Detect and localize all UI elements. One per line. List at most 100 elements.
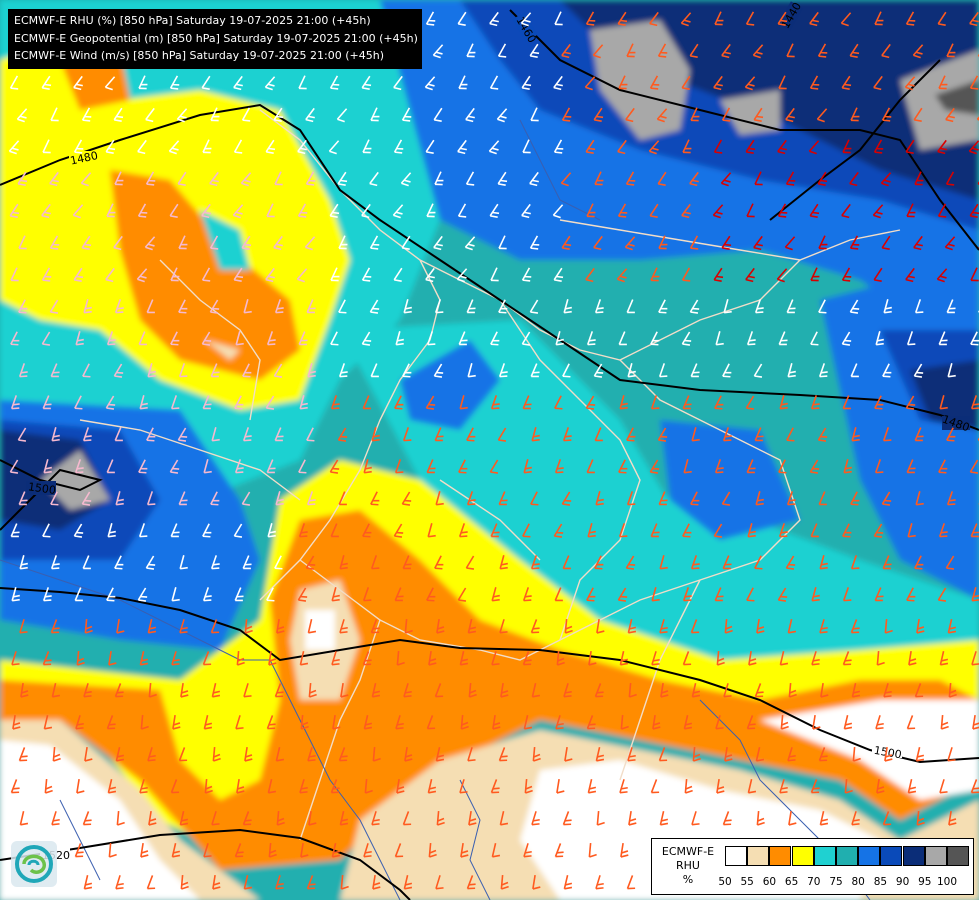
- wind-barb: [241, 491, 251, 506]
- wind-barb: [627, 747, 636, 762]
- wind-barb: [659, 810, 669, 826]
- wind-barb: [617, 11, 628, 26]
- contour-1480: [0, 103, 979, 431]
- wind-barb: [457, 11, 467, 26]
- wind-barb: [849, 171, 859, 187]
- wind-barb: [592, 44, 604, 59]
- wind-barb: [938, 523, 948, 538]
- wind-barb: [396, 778, 405, 794]
- wind-barb: [809, 459, 820, 474]
- wind-barb: [532, 874, 541, 890]
- wind-barb: [273, 235, 283, 251]
- wind-barb: [140, 714, 149, 730]
- wind-barb: [426, 331, 436, 346]
- wind-barb: [394, 843, 404, 858]
- wind-barb: [428, 842, 437, 858]
- wind-barb: [75, 331, 84, 346]
- wind-barb: [10, 395, 20, 410]
- wind-barb: [371, 427, 380, 442]
- wind-barb: [233, 523, 243, 538]
- wind-barb: [457, 139, 467, 155]
- wind-barb: [690, 107, 700, 122]
- wind-barb: [169, 459, 180, 474]
- wind-barb: [937, 11, 947, 26]
- legend-title-model: ECMWF-E: [661, 845, 715, 858]
- wind-barb: [498, 491, 508, 506]
- wind-barb: [115, 746, 125, 762]
- wind-barb: [684, 778, 693, 794]
- wind-barb: [746, 715, 756, 730]
- legend-swatch: [902, 846, 925, 866]
- wind-barb: [201, 75, 211, 90]
- wind-barb: [106, 459, 115, 474]
- wind-barb: [104, 76, 116, 91]
- wind-barb: [650, 331, 660, 346]
- wind-barb: [745, 11, 755, 26]
- wind-barb: [491, 587, 500, 602]
- wind-barb: [459, 650, 469, 666]
- wind-barb: [531, 682, 541, 698]
- wind-barb: [587, 523, 596, 538]
- wind-barb: [308, 682, 317, 698]
- wind-barb: [330, 395, 340, 410]
- wind-barb: [882, 555, 892, 570]
- wind-barb: [50, 555, 60, 570]
- wind-barb: [107, 778, 117, 794]
- wind-barb: [689, 171, 699, 187]
- wind-barb: [297, 139, 307, 155]
- header-line-rhu: ECMWF-E RHU (%) [850 hPa] Saturday 19-07…: [14, 14, 371, 27]
- wind-barb: [818, 363, 828, 378]
- wind-barb: [105, 139, 116, 154]
- wind-barb: [176, 108, 188, 123]
- wind-barb: [906, 715, 916, 730]
- wind-barb: [433, 107, 443, 122]
- wind-barb: [307, 618, 317, 634]
- wind-barb: [467, 618, 477, 634]
- wind-barb: [906, 587, 916, 602]
- wind-barb: [968, 140, 979, 155]
- wind-barb: [554, 843, 564, 858]
- wind-barb: [266, 459, 276, 474]
- wind-barb: [19, 555, 28, 570]
- wind-barb: [779, 779, 788, 794]
- wind-barb: [51, 682, 61, 698]
- wind-barb: [619, 779, 628, 794]
- wind-barb: [723, 683, 732, 698]
- wind-barb: [945, 555, 955, 570]
- wind-barb: [914, 555, 924, 570]
- wind-barb: [875, 715, 884, 730]
- wind-barb: [299, 779, 308, 794]
- wind-barb: [752, 44, 764, 59]
- wind-barb: [490, 779, 500, 794]
- wind-barb: [872, 204, 884, 219]
- wind-barb: [12, 714, 21, 730]
- wind-barb: [41, 75, 52, 90]
- wind-barb: [785, 555, 796, 570]
- wind-barb: [178, 491, 188, 506]
- wind-barb: [969, 459, 979, 474]
- wind-barb: [530, 107, 539, 122]
- wind-barb: [401, 235, 411, 250]
- wind-barb: [788, 682, 797, 698]
- wind-barb: [660, 682, 669, 698]
- wind-barb: [369, 299, 380, 314]
- wind-barb: [497, 427, 507, 442]
- wind-barb: [146, 875, 156, 890]
- wind-barb: [179, 619, 188, 634]
- wind-barb: [721, 491, 731, 506]
- wind-barb: [883, 299, 892, 314]
- wind-barb: [689, 299, 700, 314]
- wind-barb: [778, 75, 787, 90]
- wind-barb: [756, 618, 765, 634]
- wind-barb: [179, 555, 188, 570]
- wind-barb: [691, 427, 700, 442]
- wind-barb: [336, 108, 348, 123]
- wind-barb: [404, 618, 413, 634]
- wind-barb: [850, 107, 860, 122]
- legend-tick-label: 100: [936, 876, 958, 888]
- wind-barb: [681, 203, 691, 219]
- legend-swatch: [747, 846, 770, 866]
- wind-barb: [811, 587, 820, 602]
- wind-barb: [210, 363, 220, 378]
